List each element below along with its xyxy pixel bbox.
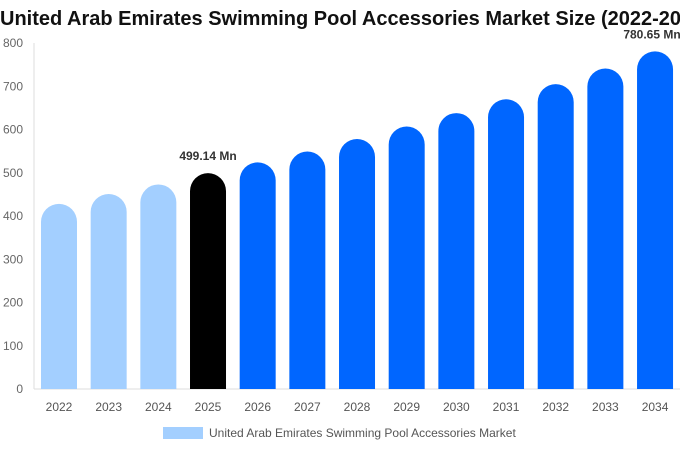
x-tick-label: 2031 (493, 400, 520, 414)
legend-swatch (163, 427, 203, 439)
y-tick-label: 200 (3, 296, 23, 310)
bar-2031 (488, 99, 525, 389)
y-tick-label: 800 (3, 36, 23, 50)
y-tick-label: 600 (3, 123, 23, 137)
data-label-2025: 499.14 Mn (179, 149, 236, 163)
y-tick-label: 700 (3, 79, 23, 93)
x-tick-label: 2026 (244, 400, 271, 414)
x-tick-label: 2030 (443, 400, 470, 414)
x-tick-label: 2028 (344, 400, 371, 414)
y-tick-label: 400 (3, 209, 23, 223)
x-tick-label: 2034 (642, 400, 669, 414)
bar-2026 (239, 162, 276, 389)
bar-2027 (289, 151, 326, 389)
x-tick-label: 2025 (195, 400, 222, 414)
data-label-2034: 780.65 Mn (623, 27, 680, 41)
bar-2024 (140, 184, 177, 389)
x-tick-label: 2022 (46, 400, 73, 414)
x-tick-label: 2023 (95, 400, 122, 414)
x-tick-label: 2027 (294, 400, 321, 414)
bar-2028 (339, 139, 376, 389)
x-tick-label: 2032 (542, 400, 569, 414)
bar-2023 (90, 193, 127, 389)
bar-2025 (190, 173, 227, 389)
x-tick-label: 2024 (145, 400, 172, 414)
y-tick-label: 100 (3, 339, 23, 353)
x-tick-label: 2029 (393, 400, 420, 414)
y-tick-label: 500 (3, 166, 23, 180)
bar-2032 (537, 84, 574, 390)
chart-title: United Arab Emirates Swimming Pool Acces… (0, 8, 680, 30)
y-tick-label: 0 (16, 382, 23, 396)
y-tick-label: 300 (3, 252, 23, 266)
bar-2029 (388, 126, 425, 389)
legend-label: United Arab Emirates Swimming Pool Acces… (209, 426, 516, 440)
bar-2022 (41, 203, 77, 389)
bar-2034 (637, 51, 674, 390)
legend: United Arab Emirates Swimming Pool Acces… (163, 426, 516, 440)
bar-2030 (438, 113, 475, 389)
bar-2033 (587, 68, 624, 389)
x-tick-label: 2033 (592, 400, 619, 414)
